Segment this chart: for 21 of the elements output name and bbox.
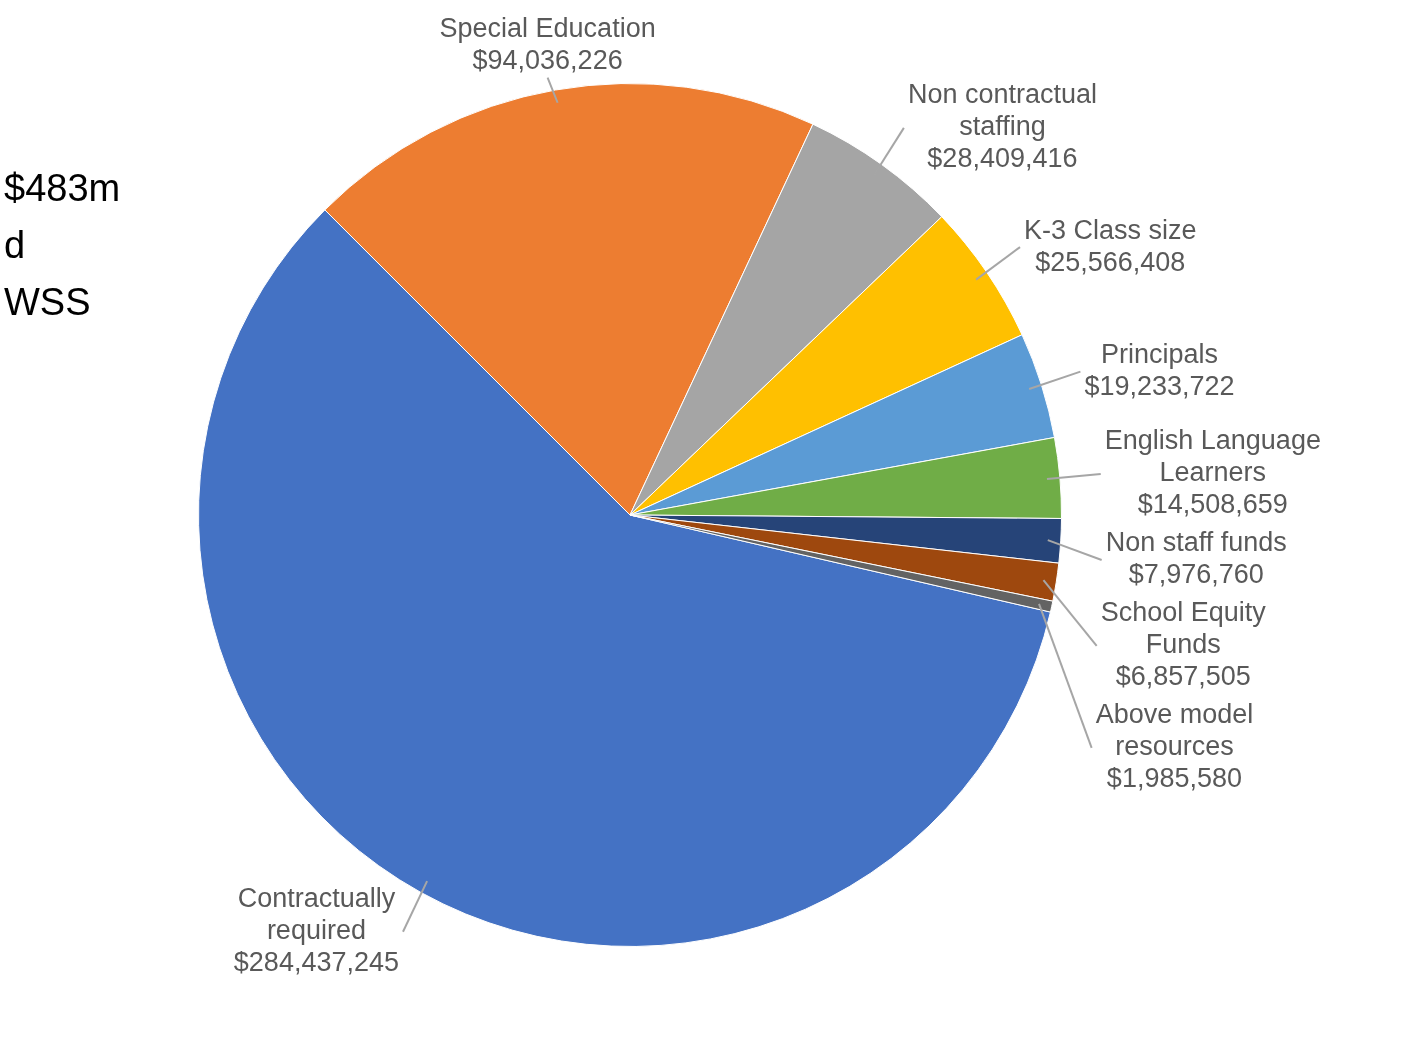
text: $483m bbox=[4, 166, 121, 211]
slice-label: English Language Learners bbox=[1104, 425, 1321, 488]
data-label: $25,566,408 bbox=[1035, 246, 1186, 277]
slice-label: K-3 Class size bbox=[1024, 214, 1197, 245]
data-label: $94,036,226 bbox=[472, 45, 623, 76]
data-label: $14,508,659 bbox=[1137, 489, 1288, 520]
data-label: $1,985,580 bbox=[1106, 763, 1242, 794]
slice-label: Non contractual staffing bbox=[907, 79, 1097, 142]
slice-label: Principals bbox=[1100, 339, 1218, 370]
slice-label: Non staff funds bbox=[1105, 527, 1287, 558]
data-label: $28,409,416 bbox=[927, 143, 1078, 174]
slice-label: Contractually required bbox=[237, 883, 396, 946]
data-label: $6,857,505 bbox=[1115, 661, 1251, 692]
slice-label: Special Education bbox=[439, 13, 656, 44]
slice-label: Above model resources bbox=[1095, 699, 1254, 762]
text: d bbox=[4, 223, 27, 268]
data-label: $7,976,760 bbox=[1128, 559, 1264, 590]
text: WSS bbox=[4, 280, 92, 325]
data-label: $284,437,245 bbox=[233, 947, 399, 978]
slice-label: School Equity Funds bbox=[1100, 597, 1267, 660]
data-label: $19,233,722 bbox=[1084, 371, 1235, 402]
